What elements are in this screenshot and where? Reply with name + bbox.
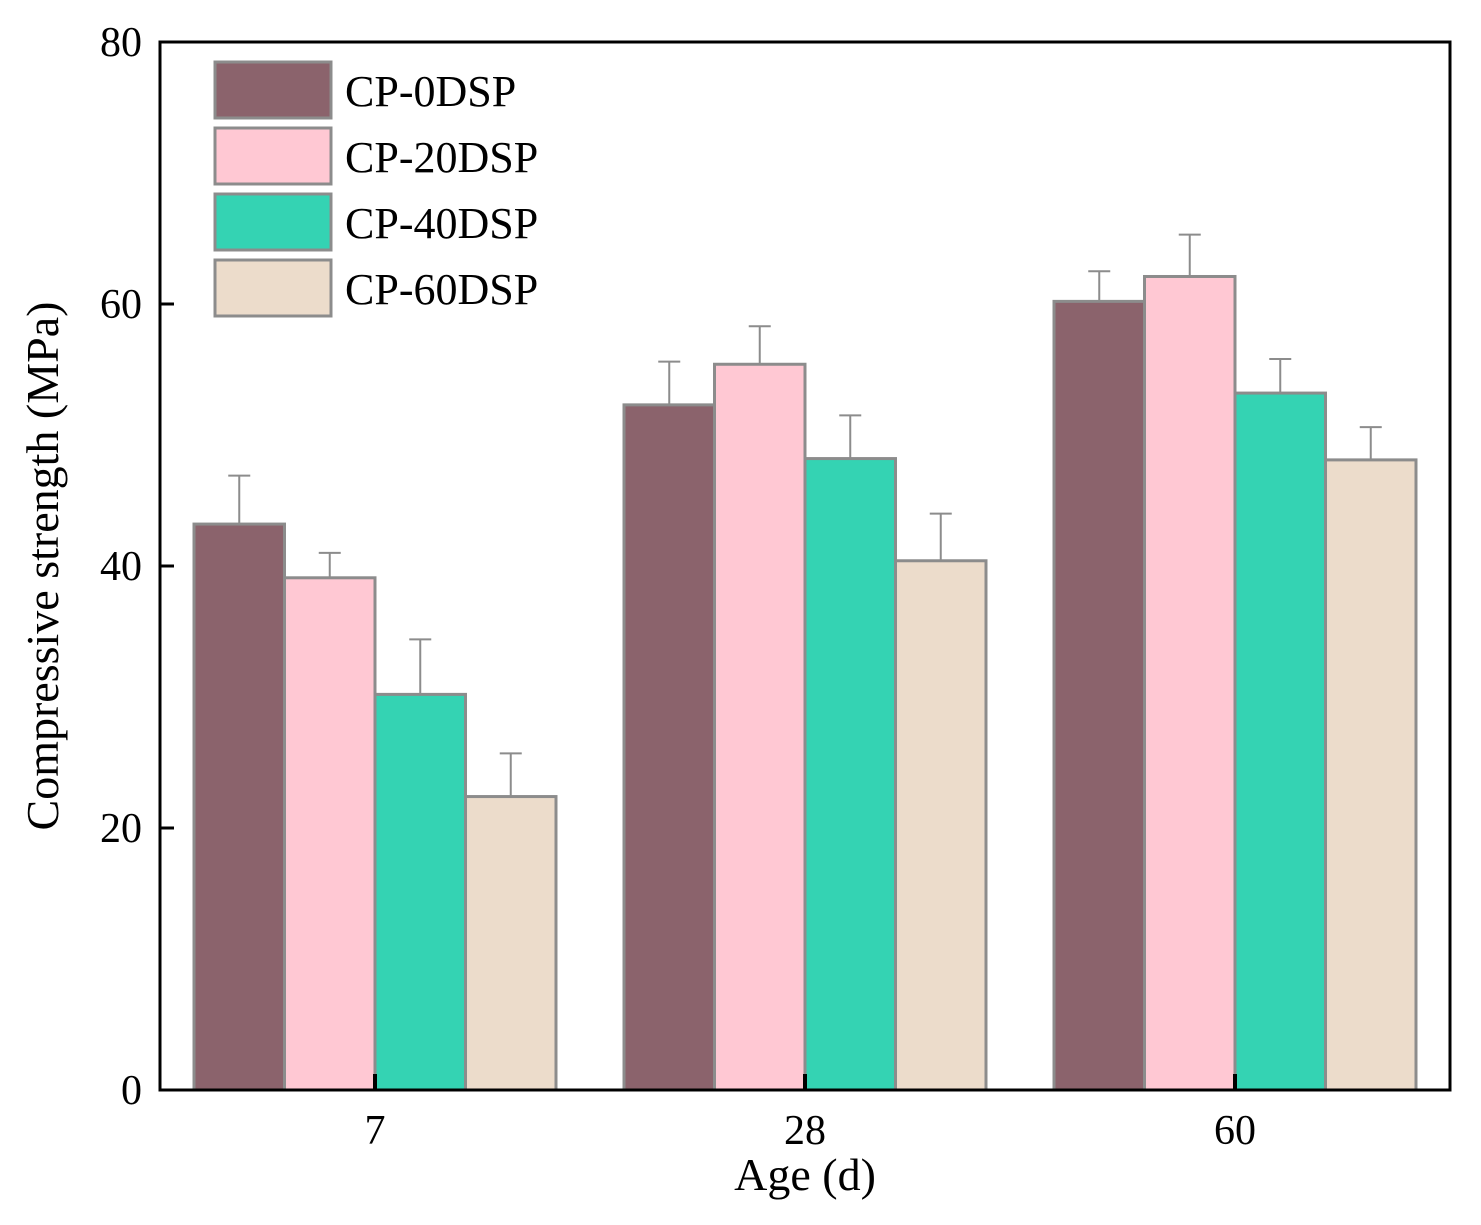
legend-swatch-cp-40dsp — [213, 192, 333, 252]
legend-swatch-cp-0dsp — [213, 60, 333, 120]
y-tick-label: 80 — [100, 20, 142, 66]
y-axis-title: Compressive strength (MPa) — [17, 302, 68, 831]
bar-cp-20dsp-7 — [283, 576, 377, 1092]
x-tick-label: 28 — [784, 1108, 826, 1154]
x-tick-label: 7 — [365, 1108, 386, 1154]
error-bars-layer — [228, 233, 1382, 797]
legend-label-cp-0dsp: CP-0DSP — [345, 67, 516, 116]
bar-cp-60dsp-28 — [894, 559, 988, 1092]
legend-label-cp-20dsp: CP-20DSP — [345, 133, 538, 182]
legend-label-cp-60dsp: CP-60DSP — [345, 265, 538, 314]
x-axis-title: Age (d) — [734, 1149, 876, 1200]
bar-cp-0dsp-28 — [622, 403, 716, 1092]
x-tick-label: 60 — [1214, 1108, 1256, 1154]
legend: CP-0DSP CP-20DSP CP-40DSP CP-60DSP — [213, 60, 538, 318]
y-tick-label: 0 — [121, 1068, 142, 1114]
bar-cp-40dsp-28 — [803, 457, 897, 1092]
bar-cp-60dsp-7 — [464, 795, 558, 1092]
y-tick-label: 20 — [100, 806, 142, 852]
bar-cp-0dsp-7 — [192, 522, 286, 1092]
bar-cp-40dsp-7 — [373, 692, 467, 1092]
bar-cp-0dsp-60 — [1052, 299, 1146, 1092]
y-tick-label: 40 — [100, 544, 142, 590]
bar-cp-20dsp-28 — [713, 362, 807, 1092]
legend-swatch-cp-60dsp — [213, 258, 333, 318]
bar-cp-40dsp-60 — [1233, 391, 1327, 1092]
ticks-layer: 7 28 60 0 20 40 60 80 — [100, 20, 1256, 1154]
bar-cp-60dsp-60 — [1324, 458, 1418, 1092]
legend-swatch-cp-20dsp — [213, 126, 333, 186]
bars-layer — [192, 274, 1418, 1092]
bar-cp-20dsp-60 — [1143, 274, 1237, 1092]
legend-label-cp-40dsp: CP-40DSP — [345, 199, 538, 248]
y-tick-label: 60 — [100, 282, 142, 328]
